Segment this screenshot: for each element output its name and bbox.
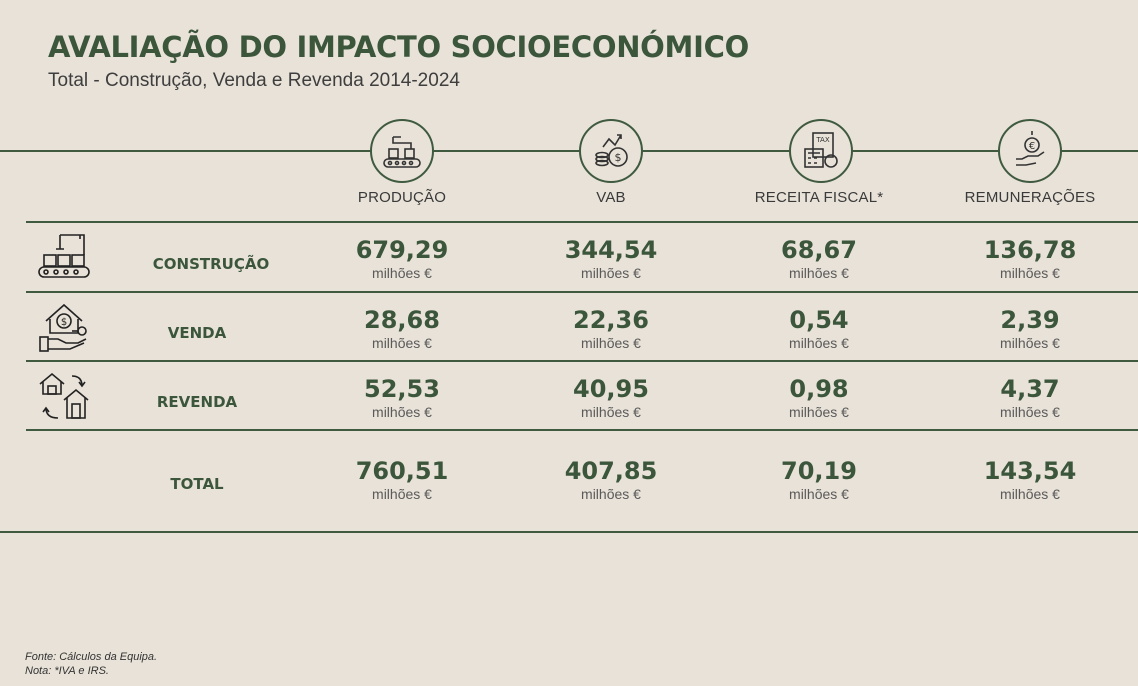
row-separator <box>26 360 1138 362</box>
row-label-revenda: REVENDA <box>156 393 238 411</box>
table-cell: 407,85 milhões € <box>501 457 721 503</box>
cell-unit: milhões € <box>1000 404 1060 420</box>
cell-value: 52,53 <box>364 375 440 403</box>
cell-value: 22,36 <box>573 306 649 334</box>
table-cell: 2,39 milhões € <box>920 306 1138 352</box>
cell-unit: milhões € <box>1000 335 1060 351</box>
cell-value: 0,98 <box>789 375 849 403</box>
cell-unit: milhões € <box>581 486 641 502</box>
column-header-vab: VAB <box>596 189 626 206</box>
table-cell: 70,19 milhões € <box>709 457 929 503</box>
house-sale-icon: $ <box>36 297 94 360</box>
page-title: AVALIAÇÃO DO IMPACTO SOCIOECONÓMICO <box>48 30 749 64</box>
house-resale-icon <box>36 370 94 429</box>
row-label-venda: VENDA <box>167 324 227 342</box>
table-cell: 68,67 milhões € <box>709 236 929 282</box>
cell-value: 68,67 <box>781 236 857 264</box>
cell-unit: milhões € <box>372 486 432 502</box>
cell-value: 344,54 <box>564 236 658 264</box>
table-cell: 760,51 milhões € <box>292 457 512 503</box>
table-cell: 143,54 milhões € <box>920 457 1138 503</box>
row-label-construcao: CONSTRUÇÃO <box>152 255 270 273</box>
cell-value: 136,78 <box>983 236 1077 264</box>
money-growth-icon: $ <box>579 119 643 183</box>
table-cell: 40,95 milhões € <box>501 375 721 421</box>
table-cell: 52,53 milhões € <box>292 375 512 421</box>
svg-text:€: € <box>1029 141 1035 152</box>
cell-value: 407,85 <box>564 457 658 485</box>
cell-unit: milhões € <box>372 335 432 351</box>
table-cell: 0,98 milhões € <box>709 375 929 421</box>
cell-unit: milhões € <box>581 404 641 420</box>
cell-unit: milhões € <box>581 335 641 351</box>
cell-unit: milhões € <box>1000 486 1060 502</box>
footer-source: Fonte: Cálculos da Equipa. <box>25 651 158 663</box>
table-cell: 4,37 milhões € <box>920 375 1138 421</box>
cell-unit: milhões € <box>789 265 849 281</box>
row-separator <box>26 429 1138 431</box>
tax-calculator-icon: TAX <box>789 119 853 183</box>
footer-note: Nota: *IVA e IRS. <box>25 665 109 677</box>
cell-value: 143,54 <box>983 457 1077 485</box>
cell-value: 40,95 <box>573 375 649 403</box>
row-separator <box>0 531 1138 533</box>
column-header-remuneracoes: REMUNERAÇÕES <box>964 189 1096 206</box>
cell-value: 0,54 <box>789 306 849 334</box>
cell-value: 28,68 <box>364 306 440 334</box>
cell-value: 679,29 <box>355 236 449 264</box>
svg-text:$: $ <box>615 151 622 164</box>
table-cell: 0,54 milhões € <box>709 306 929 352</box>
cell-unit: milhões € <box>1000 265 1060 281</box>
column-header-receita-fiscal: RECEITA FISCAL* <box>754 189 884 206</box>
cell-unit: milhões € <box>789 335 849 351</box>
cell-unit: milhões € <box>789 486 849 502</box>
table-cell: 679,29 milhões € <box>292 236 512 282</box>
table-cell: 28,68 milhões € <box>292 306 512 352</box>
page-subtitle: Total - Construção, Venda e Revenda 2014… <box>48 70 460 91</box>
row-label-total: TOTAL <box>170 475 224 493</box>
column-header-producao: PRODUÇÃO <box>357 189 447 206</box>
cell-unit: milhões € <box>789 404 849 420</box>
header-line <box>0 150 1138 152</box>
euro-hand-icon: € <box>998 119 1062 183</box>
cell-value: 760,51 <box>355 457 449 485</box>
cell-unit: milhões € <box>372 265 432 281</box>
construction-icon <box>36 231 92 286</box>
cell-unit: milhões € <box>581 265 641 281</box>
cell-value: 2,39 <box>1000 306 1060 334</box>
table-cell: 22,36 milhões € <box>501 306 721 352</box>
footer-notes: Fonte: Cálculos da Equipa. Nota: *IVA e … <box>25 650 157 678</box>
table-cell: 136,78 milhões € <box>920 236 1138 282</box>
cell-value: 70,19 <box>781 457 857 485</box>
production-line-icon <box>370 119 434 183</box>
table-cell: 344,54 milhões € <box>501 236 721 282</box>
cell-value: 4,37 <box>1000 375 1060 403</box>
svg-text:TAX: TAX <box>815 136 830 144</box>
svg-text:$: $ <box>61 317 67 328</box>
row-separator <box>26 221 1138 223</box>
row-separator <box>26 291 1138 293</box>
cell-unit: milhões € <box>372 404 432 420</box>
